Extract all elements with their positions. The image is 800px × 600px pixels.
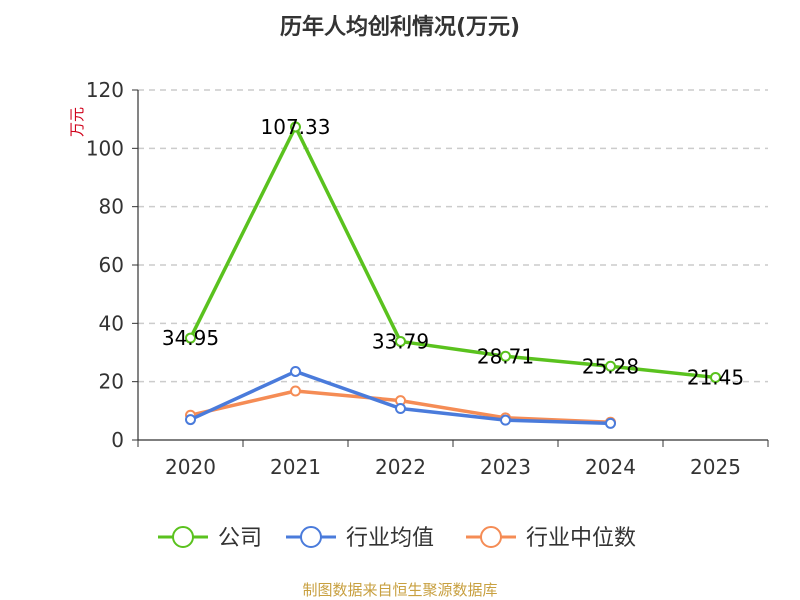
axes: 0 20 40 60 80 100 120 2020 2021 2022 2023 2024 2025 [86,78,769,479]
grid-lines [138,89,768,383]
point-行业中位数-2021 [290,385,301,397]
data-label-2022: 33.79 [372,329,429,353]
x-tick-label-2023: 2023 [480,455,531,479]
data-label-2024: 25.28 [582,354,639,378]
y-tick-label-80: 80 [99,195,124,219]
point-公司-2021 [290,121,301,133]
legend-swatch-marker [480,526,502,548]
y-axis-label: 万元 [68,107,86,137]
y-tick-label-60: 60 [99,253,124,277]
point-公司-2024 [605,360,616,372]
point-行业均值-2023 [500,414,511,426]
point-公司-2022 [395,335,406,347]
point-公司-2020 [185,332,196,344]
legend[interactable]: 公司 行业均值 行业中位数 [158,526,636,551]
y-tick-label-40: 40 [99,311,124,335]
series-line-公司 [188,125,716,380]
y-tick-label-100: 100 [86,136,124,160]
point-行业均值-2021 [290,365,301,377]
point-公司-2023 [500,350,511,362]
data-label-2021: 107.33 [261,115,331,139]
legend-item-公司[interactable]: 公司 [158,526,262,551]
data-label-2023: 28.71 [477,344,534,368]
point-行业均值-2020 [185,414,196,426]
legend-swatch-marker [172,526,194,548]
series-group [185,121,721,429]
x-tick-label-2020: 2020 [165,455,216,479]
legend-label: 行业中位数 [526,526,636,551]
point-行业均值-2024 [605,417,616,429]
legend-label: 行业均值 [346,526,434,551]
x-tick-label-2025: 2025 [690,455,741,479]
chart-title: 历年人均创利情况(万元) [280,14,520,40]
data-label-2025: 21.45 [687,365,744,389]
x-tick-label-2022: 2022 [375,455,426,479]
y-tick-label-0: 0 [111,428,124,452]
y-tick-label-120: 120 [86,78,124,102]
x-tick-label-2021: 2021 [270,455,321,479]
legend-item-行业中位数[interactable]: 行业中位数 [466,526,636,551]
y-tick-label-20: 20 [99,370,124,394]
legend-swatch-marker [300,526,322,548]
legend-item-行业均值[interactable]: 行业均值 [286,526,434,551]
data-label-2020: 34.95 [162,326,219,350]
legend-label: 公司 [218,526,262,551]
source-footer: 制图数据来自恒生聚源数据库 [302,581,497,599]
data-labels: 34.95 107.33 33.79 28.71 25.28 21.45 [162,115,744,389]
point-公司-2025 [710,371,721,383]
point-行业均值-2022 [395,403,406,414]
x-tick-label-2024: 2024 [585,455,636,479]
